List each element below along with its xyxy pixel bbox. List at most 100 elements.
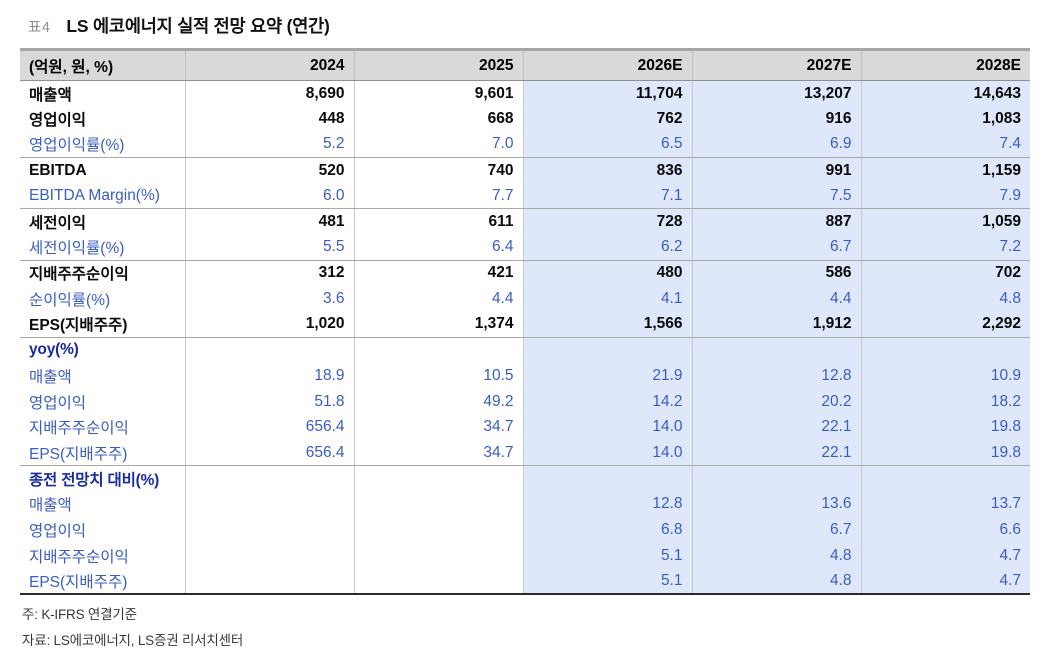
cell-value: 6.7 (692, 517, 862, 543)
footnotes: 주: K-IFRS 연결기준 자료: LS에코에너지, LS증권 리서치센터 (20, 602, 1030, 654)
cell-value: 49.2 (354, 388, 524, 415)
cell-value: 668 (354, 106, 524, 132)
cell-value (354, 542, 524, 569)
cell-value: 7.1 (523, 183, 693, 210)
cell-value: 480 (523, 260, 693, 286)
row-label: EPS(지배주주) (20, 440, 186, 467)
cell-value (185, 337, 355, 364)
cell-value: 5.1 (523, 568, 693, 596)
cell-value: 728 (523, 208, 693, 235)
forecast-table: (억원, 원, %) 2024 2025 2026E 2027E 2028E 매출액 8,… (20, 48, 1030, 596)
cell-value: 51.8 (185, 388, 355, 415)
table-row: 영업이익 448 668 762 916 1,083 (20, 106, 1030, 132)
table-row: 종전 전망치 대비(%) (20, 465, 1030, 492)
cell-value: 6.2 (523, 234, 693, 261)
cell-value: 10.9 (861, 363, 1030, 389)
cell-value: 19.8 (861, 440, 1030, 467)
row-label: EPS(지배주주) (20, 311, 186, 338)
cell-value (354, 568, 524, 596)
cell-value: 34.7 (354, 440, 524, 467)
cell-value: 1,159 (861, 157, 1030, 184)
table-row: 순이익률(%) 3.6 4.4 4.1 4.4 4.8 (20, 286, 1030, 312)
row-label: 매출액 (20, 491, 186, 518)
cell-value: 14,643 (861, 80, 1030, 107)
row-label: 지배주주순이익 (20, 414, 186, 441)
cell-value: 421 (354, 260, 524, 286)
cell-value: 1,912 (692, 311, 862, 338)
table-row: 세전이익 481 611 728 887 1,059 (20, 208, 1030, 235)
cell-value: 7.2 (861, 234, 1030, 261)
cell-value (185, 517, 355, 543)
cell-value: 13,207 (692, 80, 862, 107)
cell-value: 586 (692, 260, 862, 286)
cell-value (185, 568, 355, 596)
row-label: 지배주주순이익 (20, 260, 186, 286)
cell-value: 5.2 (185, 131, 355, 159)
column-header: 2024 (184, 48, 354, 81)
cell-value: 656.4 (185, 440, 355, 467)
cell-value: 22.1 (692, 440, 862, 467)
cell-value: 9,601 (354, 80, 524, 107)
footnote-basis: 주: K-IFRS 연결기준 (22, 607, 137, 623)
cell-value: 312 (185, 260, 355, 286)
cell-value: 448 (185, 106, 355, 132)
cell-value: 762 (523, 106, 693, 132)
cell-value: 6.8 (523, 517, 693, 543)
cell-value: 11,704 (523, 80, 693, 107)
cell-value (692, 337, 862, 364)
cell-value: 10.5 (354, 363, 524, 389)
cell-value: 1,374 (354, 311, 524, 338)
cell-value: 4.7 (861, 542, 1030, 569)
table-row: 지배주주순이익 5.1 4.8 4.7 (20, 542, 1030, 569)
cell-value: 611 (354, 208, 524, 235)
cell-value (861, 337, 1030, 364)
table-row: 영업이익률(%) 5.2 7.0 6.5 6.9 7.4 (20, 131, 1030, 159)
table-row: 매출액 12.8 13.6 13.7 (20, 491, 1030, 518)
table-row: 영업이익 6.8 6.7 6.6 (20, 517, 1030, 543)
cell-value: 14.0 (523, 414, 693, 441)
cell-value: 6.6 (861, 517, 1030, 543)
cell-value: 13.6 (692, 491, 862, 518)
cell-value: 916 (692, 106, 862, 132)
cell-value: 6.4 (354, 234, 524, 261)
cell-value: 4.4 (692, 286, 862, 312)
cell-value: 14.0 (523, 440, 693, 467)
cell-value: 22.1 (692, 414, 862, 441)
table-header: (억원, 원, %) 2024 2025 2026E 2027E 2028E (20, 48, 1030, 81)
row-label: EBITDA (20, 157, 186, 184)
cell-value: 8,690 (185, 80, 355, 107)
cell-value: 1,566 (523, 311, 693, 338)
table-body: 매출액 8,690 9,601 11,704 13,207 14,643 영업이익 448 66… (20, 80, 1030, 596)
cell-value: 4.8 (692, 542, 862, 569)
row-label: 세전이익 (20, 208, 186, 235)
row-label: 영업이익 (20, 106, 186, 132)
cell-value (861, 465, 1030, 492)
cell-value (185, 465, 355, 492)
table-row: 세전이익률(%) 5.5 6.4 6.2 6.7 7.2 (20, 234, 1030, 261)
cell-value: 836 (523, 157, 693, 184)
cell-value: 656.4 (185, 414, 355, 441)
cell-value: 740 (354, 157, 524, 184)
cell-value: 18.9 (185, 363, 355, 389)
cell-value (523, 337, 693, 364)
cell-value: 19.8 (861, 414, 1030, 441)
cell-value: 1,020 (185, 311, 355, 338)
cell-value: 3.6 (185, 286, 355, 312)
cell-value: 20.2 (692, 388, 862, 415)
cell-value: 5.1 (523, 542, 693, 569)
header-row: (억원, 원, %) 2024 2025 2026E 2027E 2028E (20, 48, 1030, 81)
table-title-bar: 표4 LS 에코에너지 실적 전망 요약 (연간) (20, 13, 1030, 39)
cell-value: 6.0 (185, 183, 355, 210)
cell-value (185, 491, 355, 518)
table-row: EPS(지배주주) 5.1 4.8 4.7 (20, 568, 1030, 596)
table-tag: 표4 (28, 20, 51, 36)
table-row: 지배주주순이익 656.4 34.7 14.0 22.1 19.8 (20, 414, 1030, 441)
cell-value: 4.8 (692, 568, 862, 596)
cell-value: 14.2 (523, 388, 693, 415)
table-row: 매출액 8,690 9,601 11,704 13,207 14,643 (20, 80, 1030, 107)
cell-value: 991 (692, 157, 862, 184)
cell-value: 21.9 (523, 363, 693, 389)
table-row: yoy(%) (20, 337, 1030, 364)
cell-value: 12.8 (692, 363, 862, 389)
